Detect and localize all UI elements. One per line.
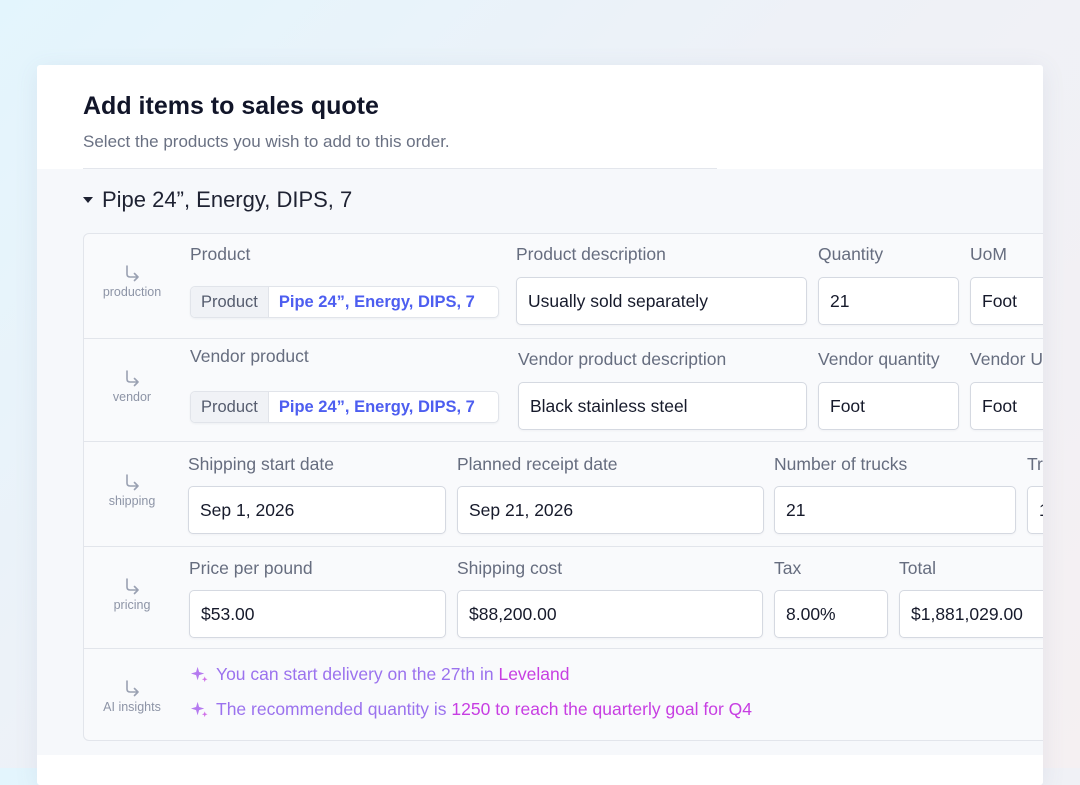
return-arrow-icon bbox=[126, 370, 139, 387]
vendor-row: vendor Vendor product Product Pipe 24”, … bbox=[84, 339, 1043, 442]
shipping-start-label: Shipping start date bbox=[188, 454, 334, 474]
tax-input[interactable]: 8.00% bbox=[774, 590, 888, 638]
caret-down-icon[interactable] bbox=[83, 197, 93, 203]
trucks-input[interactable]: 21 bbox=[774, 486, 1016, 534]
vendor-product-label: Vendor product bbox=[190, 346, 309, 366]
return-arrow-icon bbox=[126, 265, 139, 282]
return-arrow-icon bbox=[126, 578, 139, 595]
sparkle-icon bbox=[190, 701, 208, 718]
group-title: Pipe 24”, Energy, DIPS, 7 bbox=[102, 187, 353, 212]
vendor-quantity-label: Vendor quantity bbox=[818, 349, 940, 369]
price-per-pound-input[interactable]: $53.00 bbox=[189, 590, 446, 638]
ai-insight-item[interactable]: You can start delivery on the 27th in Le… bbox=[190, 664, 570, 685]
insight-highlight: 1250 to reach the quarterly goal for Q4 bbox=[451, 699, 753, 719]
tax-label: Tax bbox=[774, 558, 802, 578]
row-label-production: production bbox=[84, 264, 180, 299]
row-label-text: shipping bbox=[108, 494, 156, 508]
truncated-label: Tr bbox=[1027, 454, 1043, 474]
vendor-description-input[interactable]: Black stainless steel bbox=[518, 382, 807, 430]
dialog-subtitle: Select the products you wish to add to t… bbox=[83, 132, 450, 151]
receipt-date-input[interactable]: Sep 21, 2026 bbox=[457, 486, 764, 534]
receipt-date-label: Planned receipt date bbox=[457, 454, 618, 474]
product-lookup[interactable]: Product Pipe 24”, Energy, DIPS, 7 bbox=[190, 286, 499, 318]
product-field: Product bbox=[190, 244, 250, 265]
return-arrow-icon bbox=[126, 474, 139, 491]
trucks-label: Number of trucks bbox=[774, 454, 908, 474]
shipping-row: shipping Shipping start date Sep 1, 2026… bbox=[84, 442, 1043, 547]
insight-prefix: The recommended quantity is bbox=[216, 699, 447, 719]
row-label-vendor: vendor bbox=[84, 369, 180, 404]
vendor-uom-label: Vendor U bbox=[970, 349, 1043, 369]
total-input[interactable]: $1,881,029.00 bbox=[899, 590, 1043, 638]
quantity-input[interactable]: 21 bbox=[818, 277, 959, 325]
uom-input[interactable]: Foot bbox=[970, 277, 1043, 325]
item-detail-table: production Product Product Pipe 24”, Ene… bbox=[83, 233, 1043, 741]
price-per-pound-label: Price per pound bbox=[189, 558, 313, 578]
total-label: Total bbox=[899, 558, 936, 578]
vendor-lookup-type[interactable]: Product bbox=[191, 392, 269, 422]
row-label-text: pricing bbox=[113, 598, 151, 612]
row-label-shipping: shipping bbox=[84, 473, 180, 508]
ai-insights-row: AI insights You can start delivery on th… bbox=[84, 649, 1043, 740]
sales-quote-dialog: Add items to sales quote Select the prod… bbox=[37, 65, 1043, 785]
return-arrow-icon bbox=[126, 680, 139, 697]
insight-prefix: You can start delivery on the 27th in bbox=[216, 664, 494, 684]
shipping-start-date-input[interactable]: Sep 1, 2026 bbox=[188, 486, 446, 534]
shipping-cost-label: Shipping cost bbox=[457, 558, 563, 578]
uom-label: UoM bbox=[970, 244, 1007, 264]
ai-insight-item[interactable]: The recommended quantity is 1250 to reac… bbox=[190, 699, 752, 720]
sparkle-icon bbox=[190, 666, 208, 683]
product-lookup-value[interactable]: Pipe 24”, Energy, DIPS, 7 bbox=[278, 292, 475, 311]
row-label-ai: AI insights bbox=[84, 679, 180, 714]
truncated-input[interactable]: 1 bbox=[1027, 486, 1043, 534]
vendor-lookup-value[interactable]: Pipe 24”, Energy, DIPS, 7 bbox=[278, 397, 475, 416]
product-lookup-type[interactable]: Product bbox=[191, 287, 269, 317]
vendor-uom-input[interactable]: Foot bbox=[970, 382, 1043, 430]
pricing-row: pricing Price per pound $53.00 Shipping … bbox=[84, 547, 1043, 649]
vendor-product-lookup[interactable]: Product Pipe 24”, Energy, DIPS, 7 bbox=[190, 391, 499, 423]
product-description-label: Product description bbox=[516, 244, 666, 264]
shipping-cost-input[interactable]: $88,200.00 bbox=[457, 590, 763, 638]
dialog-header: Add items to sales quote Select the prod… bbox=[83, 65, 717, 169]
group-toggle[interactable]: Pipe 24”, Energy, DIPS, 7 bbox=[83, 187, 352, 213]
item-section: Pipe 24”, Energy, DIPS, 7 production Pro… bbox=[37, 169, 1043, 755]
vendor-quantity-input[interactable]: Foot bbox=[818, 382, 959, 430]
vendor-description-label: Vendor product description bbox=[518, 349, 727, 369]
row-label-text: AI insights bbox=[103, 700, 161, 714]
product-label: Product bbox=[190, 244, 251, 264]
row-label-text: production bbox=[102, 285, 162, 299]
production-row: production Product Product Pipe 24”, Ene… bbox=[84, 234, 1043, 339]
dialog-title: Add items to sales quote bbox=[83, 92, 379, 120]
row-label-text: vendor bbox=[112, 390, 152, 404]
product-description-input[interactable]: Usually sold separately bbox=[516, 277, 807, 325]
row-label-pricing: pricing bbox=[84, 577, 180, 612]
insight-highlight: Leveland bbox=[498, 664, 570, 684]
quantity-label: Quantity bbox=[818, 244, 884, 264]
